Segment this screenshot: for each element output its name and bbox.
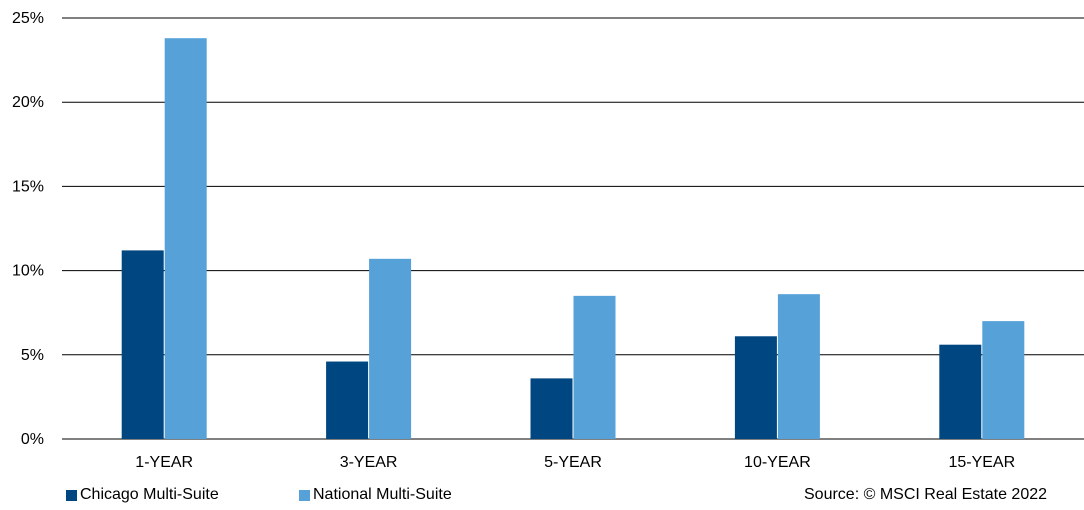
gridlines	[62, 17, 1084, 440]
source-note: Source: © MSCI Real Estate 2022	[804, 486, 1048, 503]
y-tick-label: 25%	[12, 10, 44, 27]
bar-chicago	[734, 336, 777, 439]
y-tick-label: 10%	[12, 263, 44, 280]
bar-chicago	[121, 250, 164, 439]
x-tick-label: 3-YEAR	[340, 454, 398, 471]
y-tick-label: 5%	[21, 347, 44, 364]
x-axis: 1-YEAR 3-YEAR 5-YEAR 10-YEAR 15-YEAR	[135, 454, 1015, 471]
bars	[121, 38, 1025, 439]
x-tick-label: 5-YEAR	[544, 454, 602, 471]
x-tick-label: 15-YEAR	[948, 454, 1015, 471]
y-tick-label: 15%	[12, 178, 44, 195]
legend-label-chicago: Chicago Multi-Suite	[80, 486, 219, 503]
bar-chicago	[326, 361, 369, 439]
x-tick-label: 1-YEAR	[135, 454, 193, 471]
x-tick-label: 10-YEAR	[744, 454, 811, 471]
legend-item-national: National Multi-Suite	[299, 486, 452, 504]
legend-label-national: National Multi-Suite	[313, 486, 452, 503]
y-tick-label: 20%	[12, 94, 44, 111]
legend-swatch-national	[299, 489, 310, 501]
legend-item-chicago: Chicago Multi-Suite	[66, 486, 219, 504]
bar-national	[164, 38, 207, 439]
bar-national	[982, 321, 1025, 439]
legend-swatch-chicago	[66, 489, 77, 501]
y-axis: 0% 5% 10% 15% 20% 25%	[12, 10, 44, 448]
bar-national	[369, 258, 412, 439]
bar-national	[573, 295, 616, 439]
bar-national	[777, 294, 820, 439]
y-tick-label: 0%	[21, 431, 44, 448]
bar-chicago	[939, 344, 982, 439]
bar-chicago	[530, 378, 573, 439]
